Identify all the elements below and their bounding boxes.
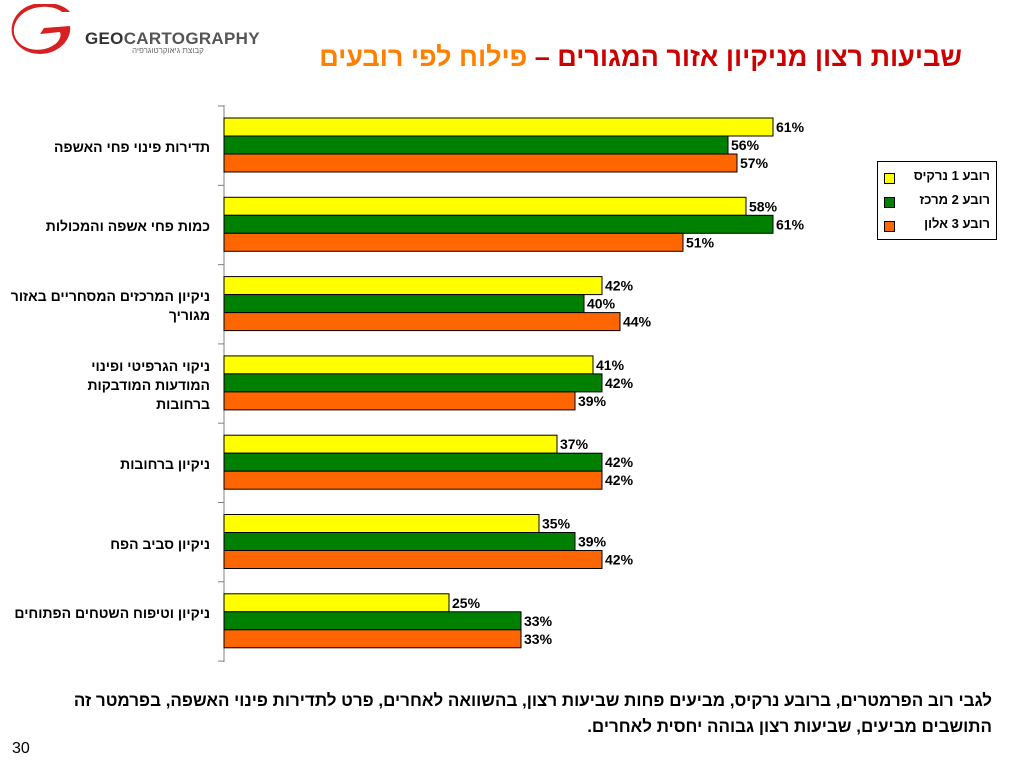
bar-series-1-cat-3 [223,276,603,296]
bar-series-3-cat-6 [223,550,603,569]
bar-series-2-cat-4 [223,373,603,393]
legend-swatch-series-1 [884,173,895,184]
data-label-series-3-cat-4: 39% [578,393,607,409]
bar-series-1-cat-6 [223,514,540,533]
data-label-series-2-cat-7: 33% [524,613,553,629]
category-label-6: ניקיון סביב הפח [110,535,210,552]
category-label-7: ניקיון וטיפוח השטחים הפתוחים [14,605,210,622]
data-label-series-1-cat-2: 58% [749,198,778,214]
legend-swatch-series-2 [884,197,895,208]
chart-legend: רובע 1 נרקיס רובע 2 מרכז רובע 3 אלון [877,161,997,240]
data-label-series-1-cat-3: 42% [605,278,634,294]
bar-series-2-cat-5 [223,452,603,472]
bar-series-3-cat-2 [223,232,684,252]
data-label-series-3-cat-6: 42% [605,552,634,568]
data-label-series-3-cat-3: 44% [623,314,652,330]
bar-series-3-cat-5 [223,470,603,490]
title-part-main: שביעות רצון מניקיון אזור המגורים – [527,42,962,72]
summary-text: לגבי רוב הפרמטרים, ברובע נרקיס, מביעים פ… [73,691,992,736]
logo-swoosh-icon [11,2,71,54]
data-label-series-2-cat-3: 40% [587,296,616,312]
legend-label-series-3: רובע 3 אלון [924,216,990,231]
bar-series-1-cat-5 [223,434,558,454]
data-label-series-3-cat-5: 42% [605,472,634,488]
title-part-segmentation: פילוח לפי רובעים [319,42,528,72]
data-label-series-1-cat-6: 35% [542,516,571,532]
data-label-series-1-cat-1: 61% [776,119,805,135]
bar-series-1-cat-7 [223,593,450,613]
logo-tagline: קבוצת גיאוקרטוגרפיה [132,46,204,55]
data-label-series-3-cat-1: 57% [740,155,769,171]
legend-item-series-1: רובע 1 נרקיס [884,168,990,186]
data-label-series-3-cat-7: 33% [524,631,553,647]
legend-label-series-1: רובע 1 נרקיס [913,168,990,183]
category-label-1: תדירות פינוי פחי האשפה [53,139,210,156]
geocartography-logo: GEOCARTOGRAPHY קבוצת גיאוקרטוגרפיה [10,2,260,55]
data-label-series-2-cat-5: 42% [605,454,634,470]
bar-series-3-cat-7 [223,629,522,649]
bar-series-3-cat-1 [223,153,738,173]
legend-item-series-3: רובע 3 אלון [884,216,990,234]
bar-series-3-cat-4 [223,391,576,411]
data-label-series-3-cat-2: 51% [686,234,715,250]
category-label-2: כמות פחי אשפה והמכולות [45,218,210,235]
page-title: שביעות רצון מניקיון אזור המגורים – פילוח… [319,42,962,73]
bar-series-2-cat-7 [223,611,522,631]
bar-series-2-cat-3 [223,294,585,314]
category-label-3: ניקיון המרכזים המסחריים באזור מגוריך [10,288,210,324]
data-label-series-2-cat-2: 61% [776,216,805,232]
bar-series-2-cat-1 [223,135,729,155]
data-label-series-2-cat-4: 42% [605,375,634,391]
legend-label-series-2: רובע 2 מרכז [919,192,990,207]
bar-series-1-cat-1 [223,117,774,137]
bar-series-2-cat-2 [223,214,774,234]
legend-item-series-2: רובע 2 מרכז [884,192,990,210]
page-number: 30 [12,740,30,757]
data-label-series-1-cat-4: 41% [596,357,625,373]
category-label-5: ניקיון ברחובות [120,456,210,473]
data-label-series-1-cat-7: 25% [452,595,481,611]
logo-wordmark: GEOCARTOGRAPHY [85,29,260,48]
data-label-series-2-cat-1: 56% [731,137,760,153]
data-label-series-2-cat-6: 39% [578,534,607,550]
bar-series-1-cat-2 [223,196,747,216]
bar-series-2-cat-6 [223,532,576,551]
bar-series-3-cat-3 [223,312,621,332]
category-label-4: ניקוי הגרפיטי ופינוי המודעות המודבקות בר… [87,358,210,413]
data-label-series-1-cat-5: 37% [560,436,589,452]
bar-series-1-cat-4 [223,355,594,375]
legend-swatch-series-3 [884,221,895,232]
